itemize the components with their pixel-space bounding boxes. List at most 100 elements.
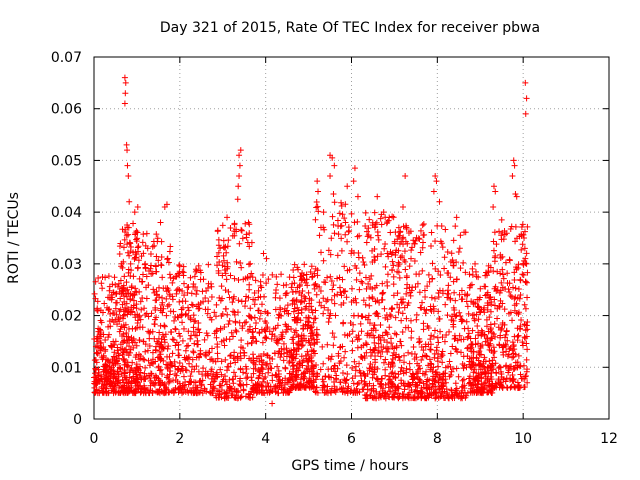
data-point [146, 362, 153, 369]
data-point [374, 253, 381, 260]
data-point [512, 383, 519, 390]
data-point [445, 395, 452, 402]
data-point [428, 332, 435, 339]
data-point [392, 229, 399, 236]
data-point [403, 290, 410, 297]
data-point [117, 295, 124, 302]
data-point [382, 372, 389, 379]
data-point [437, 328, 444, 335]
data-point [186, 360, 193, 367]
data-point [341, 215, 348, 222]
data-point [524, 294, 531, 301]
data-point [159, 294, 166, 301]
data-point [511, 365, 518, 372]
data-point [432, 238, 439, 245]
data-point-peak [490, 183, 497, 190]
data-point-peak [235, 183, 242, 190]
data-point [452, 380, 459, 387]
data-point [395, 224, 402, 231]
data-point [185, 312, 192, 319]
data-point [459, 383, 466, 390]
data-point [92, 389, 99, 396]
data-point [164, 345, 171, 352]
data-point [370, 387, 377, 394]
data-point [122, 387, 129, 394]
data-point [392, 384, 399, 391]
x-tick-label: 6 [347, 431, 356, 447]
data-point [381, 245, 388, 252]
data-point [432, 265, 439, 272]
data-point-peak [344, 183, 351, 190]
data-point [373, 388, 380, 395]
data-point [95, 274, 102, 281]
data-point [246, 286, 253, 293]
data-point [431, 327, 438, 334]
data-point [404, 393, 411, 400]
data-point [427, 336, 434, 343]
data-point [216, 258, 223, 265]
data-point [154, 340, 161, 347]
data-point [149, 243, 156, 250]
data-point [332, 389, 339, 396]
data-point [164, 256, 171, 263]
data-point [350, 321, 357, 328]
data-point [353, 334, 360, 341]
data-point [92, 356, 99, 363]
data-point [491, 354, 498, 361]
data-point [510, 376, 517, 383]
data-point [450, 317, 457, 324]
data-point [151, 321, 158, 328]
data-point [299, 337, 306, 344]
data-point [137, 389, 144, 396]
data-point [483, 382, 490, 389]
data-point [264, 380, 271, 387]
data-point [519, 342, 526, 349]
data-point [356, 286, 363, 293]
data-point [302, 352, 309, 359]
data-point [476, 361, 483, 368]
data-point [427, 346, 434, 353]
data-point [295, 383, 302, 390]
data-point [481, 331, 488, 338]
data-point [479, 341, 486, 348]
data-points [91, 74, 531, 407]
data-point [389, 362, 396, 369]
data-point [500, 271, 507, 278]
data-point-peak [490, 203, 497, 210]
data-point [240, 369, 247, 376]
data-point [158, 262, 165, 269]
data-point [230, 369, 237, 376]
data-point [328, 353, 335, 360]
data-point [94, 307, 101, 314]
data-point [134, 378, 141, 385]
data-point [115, 373, 122, 380]
data-point [139, 295, 146, 302]
data-point [215, 388, 222, 395]
data-point [488, 376, 495, 383]
data-point [263, 280, 270, 287]
data-point [122, 311, 129, 318]
data-point [389, 369, 396, 376]
data-point [152, 346, 159, 353]
data-point [187, 379, 194, 386]
data-point [352, 363, 359, 370]
data-point [410, 344, 417, 351]
data-point [488, 299, 495, 306]
data-point [364, 233, 371, 240]
data-point [349, 328, 356, 335]
data-point [324, 296, 331, 303]
data-point [428, 361, 435, 368]
data-point [444, 249, 451, 256]
data-point [139, 278, 146, 285]
data-point [184, 355, 191, 362]
data-point [243, 381, 250, 388]
data-point [435, 339, 442, 346]
data-point [193, 287, 200, 294]
data-point [439, 334, 446, 341]
data-point [138, 253, 145, 260]
data-point [517, 292, 524, 299]
data-point [246, 243, 253, 250]
data-point [449, 343, 456, 350]
data-point [150, 380, 157, 387]
data-point [362, 314, 369, 321]
